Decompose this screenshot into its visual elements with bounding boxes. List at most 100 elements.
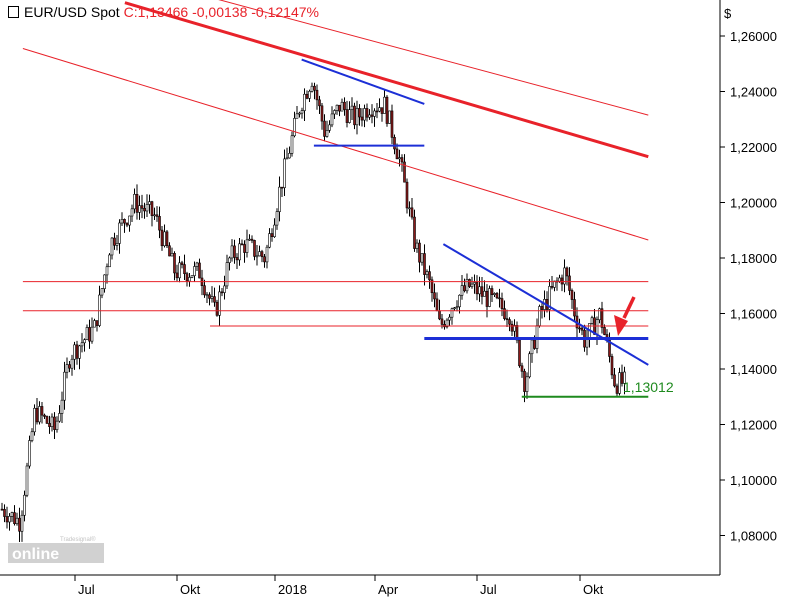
candle-body (188, 277, 191, 282)
candle-body (550, 286, 554, 288)
candle-body (478, 286, 481, 295)
candle-body (270, 233, 274, 238)
x-tick-label: 2018 (278, 582, 307, 597)
candle-body (13, 512, 16, 524)
candle-body (490, 288, 494, 295)
y-tick-label: 1,22000 (730, 140, 777, 155)
candle-body (283, 158, 286, 188)
window-box-icon[interactable] (8, 6, 19, 18)
candle-body (335, 104, 339, 111)
candle-body (223, 285, 226, 293)
candle-body (303, 93, 306, 111)
candle-body (465, 279, 469, 292)
candle-body (95, 320, 99, 326)
candle-body (285, 157, 289, 160)
candle-body (190, 275, 194, 278)
candle-body (523, 370, 526, 392)
currency-label: $ (724, 6, 732, 21)
candle-body (210, 296, 214, 299)
candle-body (38, 406, 41, 423)
candle-body (330, 113, 334, 126)
candle-body (48, 423, 51, 427)
candle-body (603, 327, 606, 335)
candle-body (275, 211, 279, 226)
candle-body (458, 294, 461, 308)
candle-body (253, 240, 256, 257)
candle-body (80, 342, 84, 347)
candle-body (208, 294, 211, 299)
candle-body (0, 508, 4, 511)
candle-body (70, 358, 74, 369)
candle-body (483, 290, 486, 297)
candle-body (308, 91, 311, 99)
candle-body (558, 277, 561, 282)
candle-body (63, 371, 66, 401)
candle-body (453, 307, 456, 310)
candle-body (395, 148, 399, 160)
candle-body (220, 291, 224, 294)
candle-body (50, 416, 54, 427)
candle-body (68, 364, 71, 369)
candle-body (145, 204, 149, 212)
logo-brand: online (12, 546, 59, 563)
candle-body (215, 301, 219, 316)
candle-body (343, 101, 346, 110)
y-tick-label: 1,12000 (730, 418, 777, 433)
candle-body (205, 294, 209, 297)
candle-body (225, 262, 229, 287)
candle-body (18, 517, 21, 532)
candle-body (563, 267, 566, 285)
y-tick-label: 1,24000 (730, 85, 777, 100)
candle-body (133, 194, 136, 210)
candle-body (470, 283, 474, 287)
candle-body (620, 372, 624, 384)
candle-body (450, 308, 454, 318)
candle-body (403, 161, 406, 183)
candle-body (320, 105, 324, 122)
candle-body (35, 407, 39, 423)
candle-body (368, 114, 371, 118)
candle-body (560, 277, 564, 285)
candle-body (213, 296, 216, 303)
candle-body (380, 107, 384, 114)
candle-body (30, 431, 34, 441)
candle-body (5, 516, 9, 523)
red-arrow-shaft (622, 296, 636, 319)
candle-body (250, 238, 254, 241)
chart-header: EUR/USD Spot C:1,13466 -0,00138 -0,12147… (8, 4, 319, 20)
candle-body (280, 186, 284, 189)
candle-body (623, 371, 626, 384)
candle-body (28, 440, 31, 467)
candle-body (88, 327, 91, 342)
candle-body (348, 109, 351, 123)
candle-body (345, 109, 349, 123)
candle-body (538, 306, 541, 326)
candle-body (533, 339, 536, 349)
candle-body (240, 243, 244, 246)
y-tick-label: 1,14000 (730, 362, 777, 377)
candle-body (228, 257, 231, 263)
candle-body (195, 262, 199, 267)
candle-body (513, 325, 516, 332)
candle-body (468, 279, 471, 287)
candle-body (613, 374, 616, 387)
candle-body (23, 494, 26, 516)
quote-change-label: C:1,13466 -0,00138 -0,12147% (123, 4, 319, 20)
candle-body (340, 101, 344, 112)
candle-body (130, 208, 134, 217)
candle-body (448, 316, 451, 321)
candle-body (495, 293, 499, 299)
candle-body (400, 157, 404, 163)
candle-body (158, 216, 161, 231)
candle-body (370, 114, 374, 117)
candle-body (445, 319, 449, 328)
candle-body (418, 242, 421, 263)
candle-body (93, 320, 96, 328)
candle-body (498, 297, 501, 300)
candle-body (420, 253, 424, 263)
candle-body (218, 291, 221, 316)
candle-body (75, 344, 79, 359)
candle-body (193, 266, 196, 276)
candle-body (358, 108, 361, 118)
candle-body (58, 413, 61, 422)
